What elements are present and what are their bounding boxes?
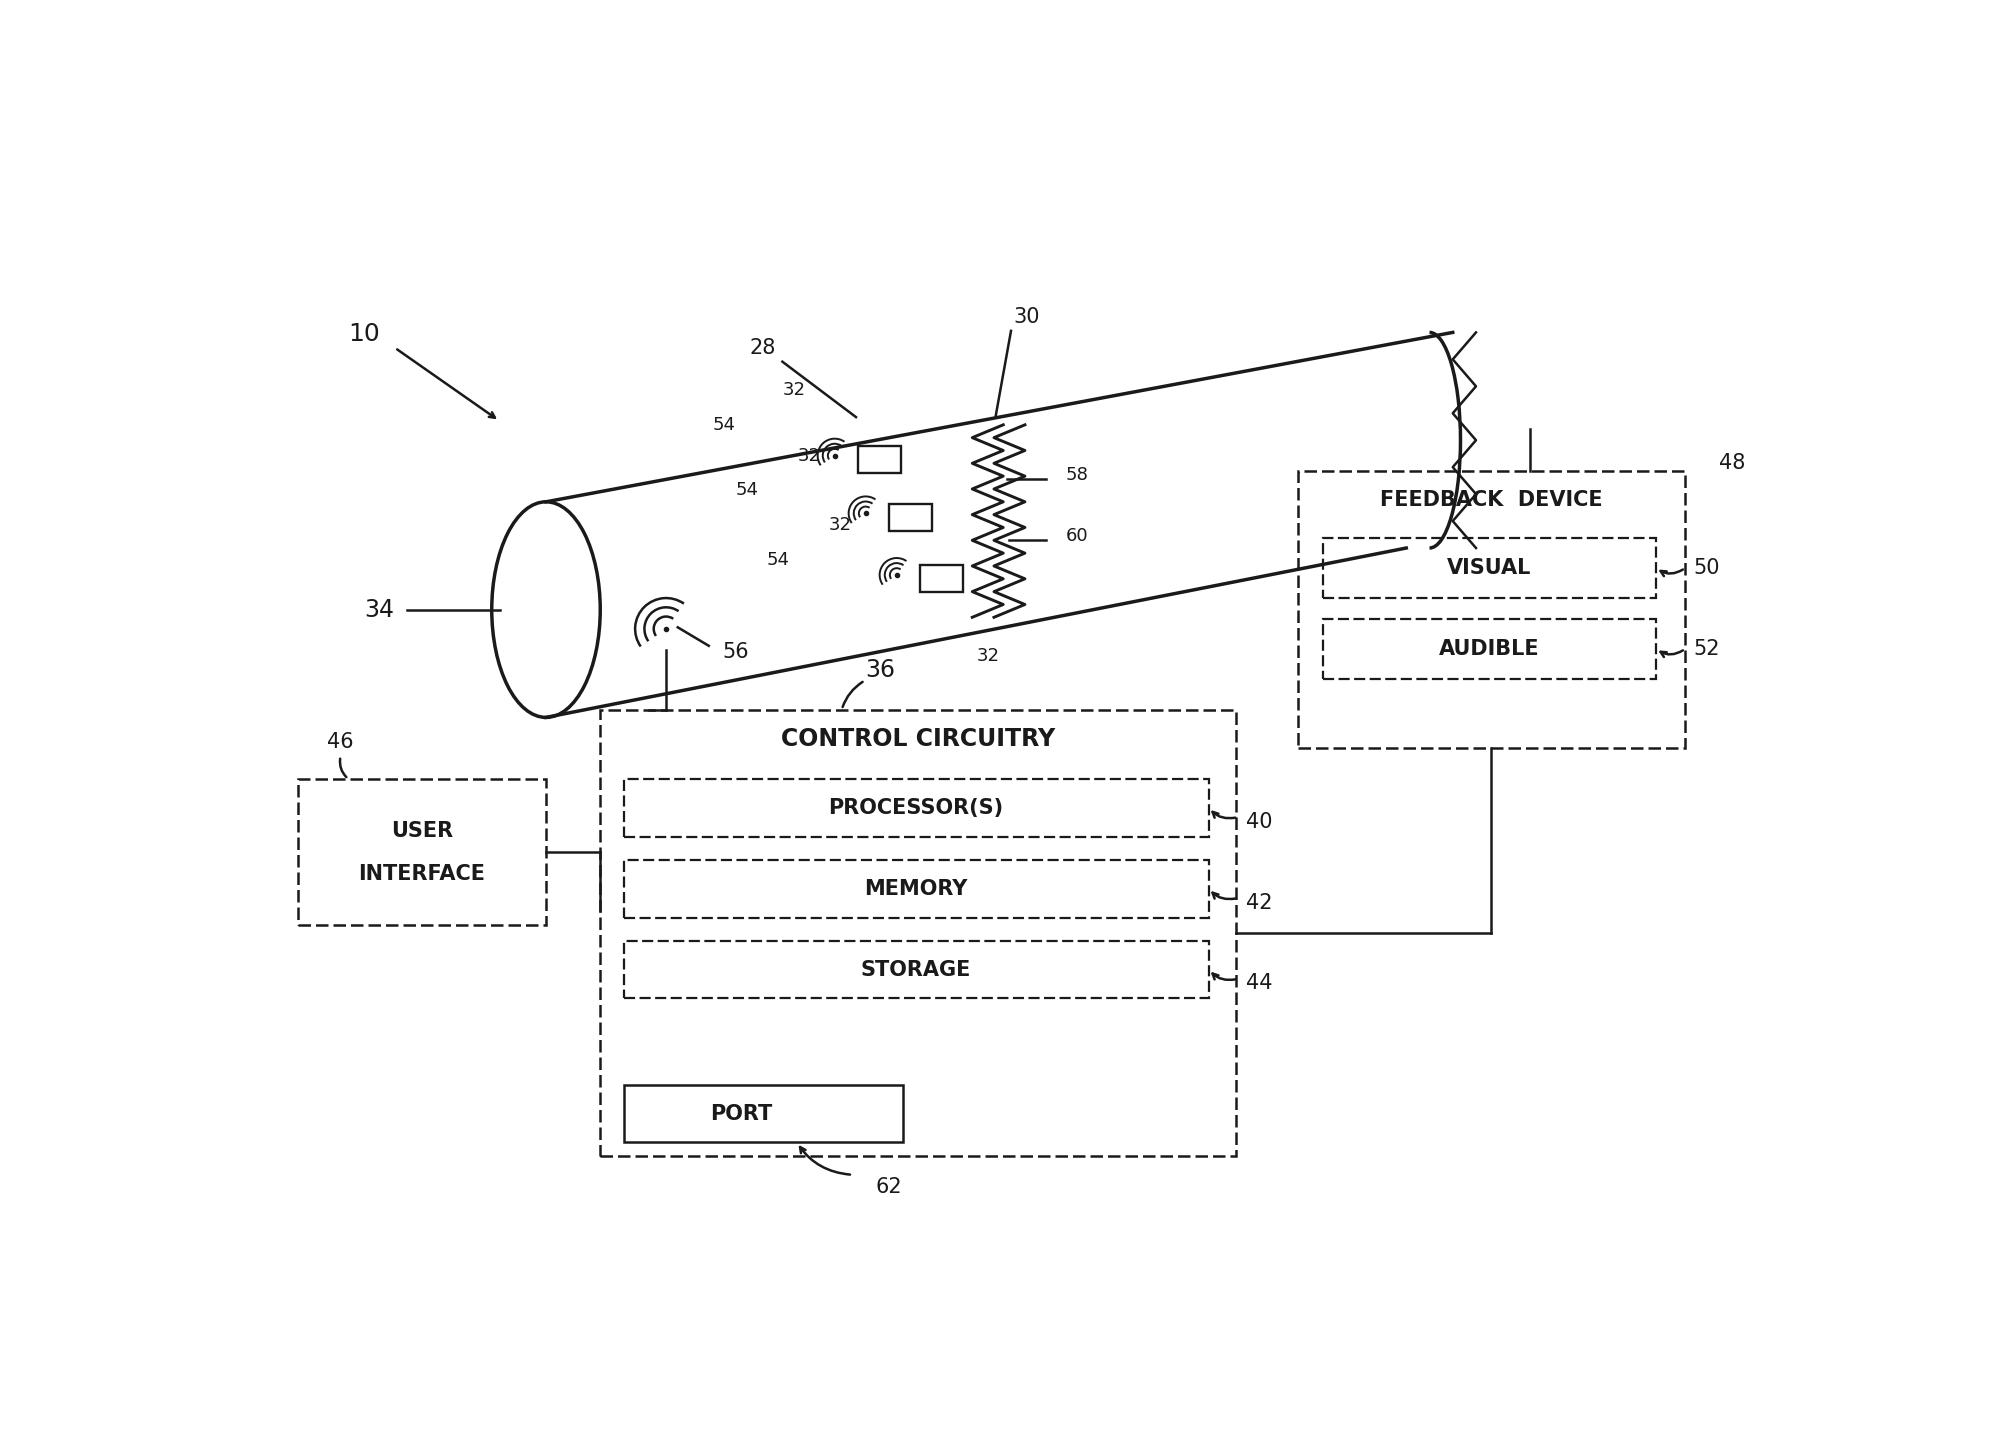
Text: 30: 30 [1014,307,1040,327]
Text: VISUAL: VISUAL [1447,559,1531,577]
Text: 54: 54 [736,482,759,499]
Text: 34: 34 [364,597,394,622]
Text: 46: 46 [328,732,354,752]
Text: 32: 32 [976,647,1000,664]
Text: 10: 10 [348,322,380,346]
Text: 54: 54 [712,416,736,434]
Text: 32: 32 [783,382,805,399]
Text: USER: USER [390,820,453,840]
Text: FEEDBACK  DEVICE: FEEDBACK DEVICE [1380,490,1604,510]
Text: PORT: PORT [710,1103,773,1123]
Text: CONTROL CIRCUITRY: CONTROL CIRCUITRY [781,727,1054,752]
Text: 36: 36 [865,657,895,682]
Text: STORAGE: STORAGE [861,960,972,980]
Text: 62: 62 [875,1177,903,1198]
Text: MEMORY: MEMORY [865,879,968,899]
Text: 48: 48 [1718,453,1744,473]
Text: INTERFACE: INTERFACE [358,863,485,883]
Text: 56: 56 [722,642,748,662]
Text: PROCESSOR(S): PROCESSOR(S) [829,797,1004,817]
Text: 52: 52 [1692,639,1720,659]
Text: 54: 54 [767,550,791,569]
Text: 40: 40 [1245,812,1272,832]
Text: 32: 32 [799,447,821,464]
Text: 28: 28 [750,337,777,357]
Text: 60: 60 [1066,527,1088,546]
Text: 58: 58 [1066,466,1088,484]
Text: 50: 50 [1692,559,1720,577]
Text: 32: 32 [829,516,851,534]
Text: 42: 42 [1245,893,1272,913]
Text: AUDIBLE: AUDIBLE [1439,639,1539,659]
Text: 44: 44 [1245,973,1272,993]
